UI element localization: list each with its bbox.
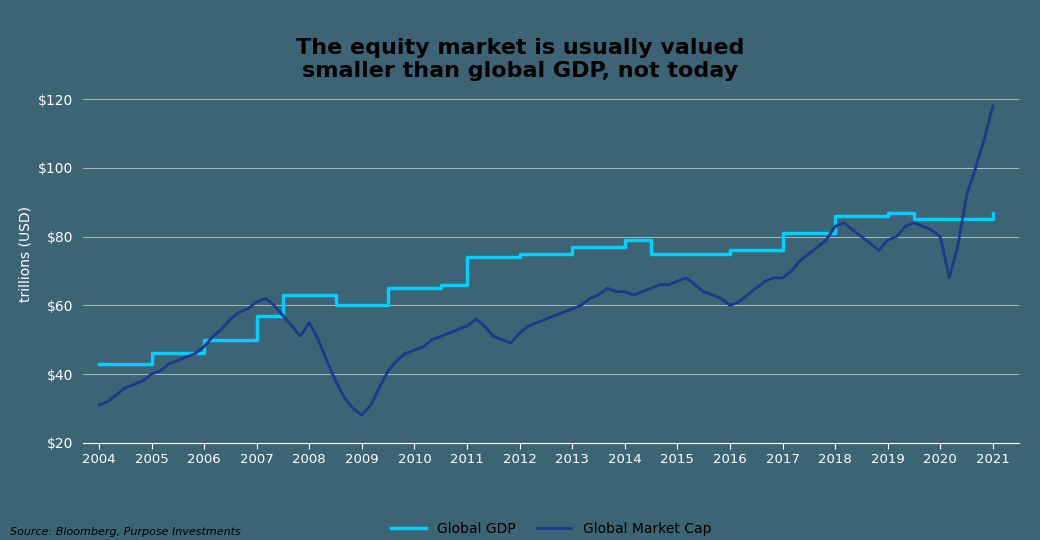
Global GDP <box>882 210 894 216</box>
Global GDP <box>303 292 315 298</box>
Global Market Cap <box>356 412 368 418</box>
Line: Global Market Cap: Global Market Cap <box>99 106 993 415</box>
Global GDP <box>671 251 683 257</box>
Y-axis label: trillions (USD): trillions (USD) <box>19 206 32 302</box>
Global Market Cap <box>908 220 920 226</box>
Global GDP <box>330 302 342 308</box>
Global GDP <box>382 285 394 292</box>
Global GDP <box>146 350 158 357</box>
Text: The equity market is usually valued
smaller than global GDP, not today: The equity market is usually valued smal… <box>295 38 745 81</box>
Global GDP <box>934 216 946 222</box>
Global GDP <box>829 213 841 219</box>
Global GDP <box>987 210 999 216</box>
Global GDP <box>461 254 473 260</box>
Global Market Cap <box>987 103 999 109</box>
Global Market Cap <box>890 233 903 240</box>
Global GDP <box>435 281 447 288</box>
Global GDP <box>198 336 210 343</box>
Global GDP <box>776 230 788 237</box>
Global GDP <box>514 251 526 257</box>
Line: Global GDP: Global GDP <box>99 213 993 364</box>
Text: Source: Bloomberg, Purpose Investments: Source: Bloomberg, Purpose Investments <box>10 527 241 537</box>
Global GDP <box>619 237 631 244</box>
Global GDP <box>645 251 657 257</box>
Global GDP <box>908 216 920 222</box>
Global GDP <box>566 244 578 250</box>
Global GDP <box>251 313 263 319</box>
Global GDP <box>93 361 105 367</box>
Global Market Cap <box>619 288 631 295</box>
Global Market Cap <box>916 223 929 230</box>
Global GDP <box>409 285 421 292</box>
Global Market Cap <box>93 402 105 408</box>
Global GDP <box>356 302 368 308</box>
Global GDP <box>724 247 736 254</box>
Global Market Cap <box>934 233 946 240</box>
Global Market Cap <box>338 395 350 401</box>
Legend: Global GDP, Global Market Cap: Global GDP, Global Market Cap <box>386 517 717 540</box>
Global GDP <box>277 292 289 298</box>
